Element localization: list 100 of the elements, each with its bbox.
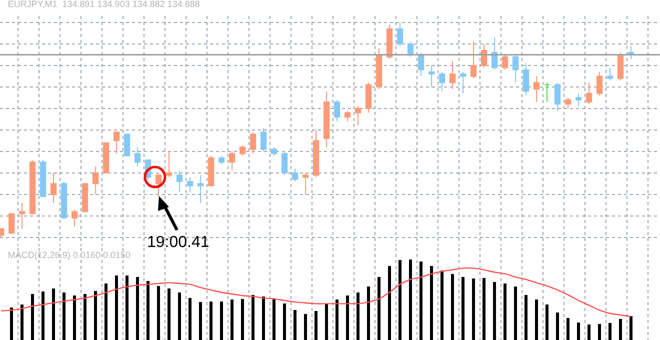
candlestick <box>491 37 498 70</box>
bar <box>378 277 380 340</box>
candlestick <box>29 160 36 214</box>
bar <box>272 298 276 340</box>
bar <box>283 304 286 340</box>
bar <box>157 286 160 340</box>
chart-title: MACD(12,26,9) 0.0160 0.0150 <box>8 250 130 260</box>
bar <box>252 294 255 340</box>
bar <box>314 310 318 340</box>
candlestick <box>155 172 162 198</box>
bar <box>146 281 150 340</box>
bar <box>294 310 297 340</box>
bar <box>388 266 391 340</box>
bar <box>20 304 24 340</box>
candlestick <box>166 150 172 178</box>
chart-title: EURJPY,M1 134.891 134.903 134.882 134.888 <box>8 0 200 9</box>
candlestick <box>606 67 614 81</box>
bar <box>514 286 517 340</box>
candlestick <box>228 150 236 172</box>
candlestick <box>176 170 183 193</box>
bar <box>462 277 464 340</box>
candlestick <box>270 146 278 156</box>
candlestick <box>113 132 120 154</box>
candlestick <box>71 208 78 228</box>
bar <box>10 308 14 340</box>
candlestick <box>344 110 351 122</box>
candlestick <box>208 155 214 186</box>
candlestick <box>617 52 624 81</box>
candlestick <box>260 127 267 152</box>
candlestick <box>302 172 309 195</box>
bar <box>588 324 590 340</box>
candlestick <box>522 62 530 96</box>
candlestick <box>386 24 393 60</box>
candlestick <box>460 71 466 94</box>
candlestick <box>596 71 603 96</box>
bar <box>84 294 87 340</box>
candlestick <box>218 155 225 165</box>
candlestick <box>60 181 68 219</box>
bar <box>168 288 171 340</box>
bar <box>42 292 45 340</box>
bar <box>420 262 422 340</box>
bar <box>598 324 601 340</box>
bar <box>115 275 118 340</box>
candlestick <box>92 166 99 195</box>
bar <box>556 312 559 340</box>
bar <box>546 304 548 340</box>
bar <box>440 270 444 340</box>
bar <box>104 284 108 340</box>
candlestick <box>102 142 110 174</box>
bar <box>325 304 328 340</box>
bar <box>52 288 56 340</box>
candlestick <box>250 132 256 154</box>
candlestick <box>533 76 540 102</box>
candlestick <box>197 174 204 204</box>
candlestick <box>575 92 582 107</box>
candlestick <box>428 64 435 88</box>
bar <box>535 300 538 340</box>
bar <box>304 314 308 340</box>
bar <box>367 286 370 340</box>
bar <box>409 259 412 340</box>
candlestick <box>418 52 424 77</box>
bar <box>482 278 486 340</box>
candlestick <box>449 60 456 90</box>
bar <box>524 294 528 340</box>
candlestick <box>438 71 446 92</box>
bar <box>504 284 506 340</box>
bar <box>451 274 454 340</box>
bar <box>608 323 612 340</box>
bar <box>31 294 34 340</box>
candlestick <box>376 48 382 90</box>
bar <box>136 277 140 340</box>
bar <box>356 292 360 340</box>
candlestick <box>470 41 477 79</box>
candlestick <box>186 176 194 193</box>
candlestick <box>554 82 561 112</box>
candlestick <box>396 22 404 47</box>
candlestick <box>564 97 572 109</box>
annotation: 19:00.41 <box>147 234 210 251</box>
candlestick <box>292 168 298 182</box>
candlestick <box>40 160 46 198</box>
bar <box>220 301 224 340</box>
bar <box>199 302 202 340</box>
bar <box>619 319 622 340</box>
bar <box>493 282 496 340</box>
candlestick <box>323 90 330 148</box>
bar <box>577 322 580 340</box>
bar <box>566 318 570 340</box>
candlestick <box>124 134 130 156</box>
bar <box>430 266 433 340</box>
bar <box>73 296 76 340</box>
candlestick <box>281 150 288 176</box>
bar <box>62 292 66 340</box>
candlestick <box>239 144 246 156</box>
bar <box>188 298 192 340</box>
candlestick <box>502 54 508 70</box>
candlestick <box>82 183 88 212</box>
candlestick <box>312 129 320 178</box>
bar <box>126 275 129 340</box>
candlestick <box>544 82 550 102</box>
bar <box>241 298 244 340</box>
